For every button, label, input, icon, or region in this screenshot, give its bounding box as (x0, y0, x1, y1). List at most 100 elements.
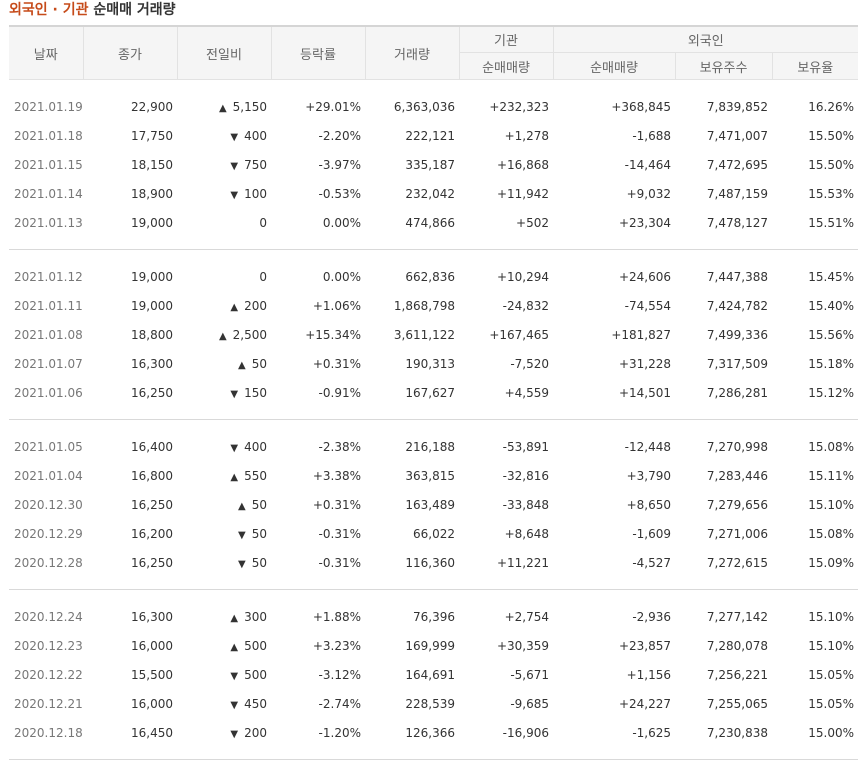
change-value: 0 (259, 215, 267, 230)
cell-foreign-ratio: 15.05% (808, 696, 855, 711)
arrow-up-icon: ▲ (238, 359, 246, 371)
table-row: 2021.01.18 17,750 ▼ 400 -2.20% 222,121 +1,278 -… (9, 121, 858, 150)
group-divider (9, 419, 859, 420)
arrow-down-icon: ▼ (230, 189, 239, 201)
table-row: 2021.01.11 19,000 ▲ 200 +1.06% 1,868,798 -24,8… (9, 291, 858, 320)
cell-foreign-net: +1,156 (626, 667, 671, 682)
change-value: 50 (251, 555, 267, 570)
cell-foreign-holdings: 7,472,695 (706, 157, 768, 172)
cell-foreign-ratio: 15.10% (808, 609, 855, 624)
cell-volume: 363,815 (405, 468, 455, 483)
change-value: 300 (244, 609, 267, 624)
cell-foreign-ratio: 16.26% (808, 99, 855, 114)
cell-institution-net: -32,816 (502, 468, 549, 483)
cell-foreign-ratio: 15.05% (808, 667, 855, 682)
cell-close: 16,000 (131, 696, 173, 711)
cell-change: ▲ 550 (177, 461, 271, 490)
cell-foreign-holdings: 7,317,509 (706, 356, 768, 371)
divider-cell (9, 419, 859, 420)
arrow-up-icon: ▲ (218, 102, 227, 114)
group-pad (9, 577, 858, 589)
cell-change: 0 (177, 262, 271, 291)
cell-institution-net: +1,278 (504, 128, 549, 143)
group-divider (9, 589, 859, 590)
cell-volume: 222,121 (405, 128, 455, 143)
cell-foreign-holdings: 7,270,998 (706, 439, 768, 454)
change-value: 0 (259, 269, 267, 284)
change-value: 50 (251, 526, 267, 541)
cell-close: 16,200 (131, 526, 173, 541)
header-institution-group: 기관 (459, 27, 554, 53)
table-row: 2020.12.28 16,250 ▼ 50 -0.31% 116,360 +11,221 -… (9, 548, 858, 577)
cell-volume: 662,836 (405, 269, 455, 284)
change-value: 400 (244, 128, 267, 143)
cell-rate: 0.00% (322, 215, 361, 230)
table-body: 2021.01.19 22,900 ▲ 5,150 +29.01% 6,363,036 +2… (9, 80, 859, 760)
cell-date: 2021.01.15 (14, 157, 83, 172)
cell-institution-net: +232,323 (489, 99, 549, 114)
cell-rate: -3.12% (318, 667, 361, 682)
group-pad (9, 237, 858, 249)
cell-volume: 167,627 (405, 385, 455, 400)
change-value: 500 (244, 667, 267, 682)
header-volume: 거래량 (365, 27, 460, 80)
table-row: 2020.12.18 16,450 ▼ 200 -1.20% 126,366 -16,906… (9, 718, 858, 747)
cell-date: 2020.12.29 (14, 526, 83, 541)
arrow-up-icon: ▲ (230, 301, 239, 313)
cell-institution-net: +10,294 (496, 269, 549, 284)
pad-cell (9, 407, 858, 419)
pad-cell (9, 237, 858, 249)
cell-volume: 1,868,798 (393, 298, 455, 313)
cell-foreign-ratio: 15.10% (808, 638, 855, 653)
cell-institution-net: -33,848 (502, 497, 549, 512)
cell-foreign-net: +31,228 (618, 356, 671, 371)
table-row: 2021.01.12 19,000 0 0.00% 662,836 +10,294 +24,… (9, 262, 858, 291)
change-value: 450 (244, 696, 267, 711)
cell-close: 16,300 (131, 356, 173, 371)
trade-table: 날짜 종가 전일비 등락률 거래량 기관 외국인 순매매량 순매매량 보유주수 … (9, 27, 859, 760)
cell-institution-net: +30,359 (496, 638, 549, 653)
header-institution-net: 순매매량 (459, 52, 554, 80)
cell-volume: 76,396 (413, 609, 455, 624)
cell-date: 2021.01.06 (14, 385, 83, 400)
cell-foreign-holdings: 7,839,852 (706, 99, 768, 114)
cell-change: ▼ 50 (177, 519, 271, 548)
cell-rate: +0.31% (312, 497, 361, 512)
cell-volume: 216,188 (405, 439, 455, 454)
cell-institution-net: +8,648 (504, 526, 549, 541)
cell-date: 2021.01.05 (14, 439, 83, 454)
cell-foreign-net: +23,857 (618, 638, 671, 653)
table-header: 날짜 종가 전일비 등락률 거래량 기관 외국인 순매매량 순매매량 보유주수 … (9, 27, 859, 80)
cell-foreign-net: +368,845 (611, 99, 671, 114)
arrow-down-icon: ▼ (230, 728, 239, 740)
cell-rate: +15.34% (305, 327, 361, 342)
table-row: 2021.01.06 16,250 ▼ 150 -0.91% 167,627 +4,559 +… (9, 378, 858, 407)
cell-rate: +1.88% (312, 609, 361, 624)
cell-foreign-holdings: 7,272,615 (706, 555, 768, 570)
cell-foreign-net: -4,527 (632, 555, 671, 570)
cell-rate: -3.97% (318, 157, 361, 172)
cell-rate: 0.00% (322, 269, 361, 284)
cell-institution-net: +11,221 (496, 555, 549, 570)
change-value: 200 (244, 298, 267, 313)
cell-close: 19,000 (131, 215, 173, 230)
cell-date: 2021.01.14 (14, 186, 83, 201)
cell-rate: -1.20% (318, 725, 361, 740)
cell-foreign-holdings: 7,256,221 (706, 667, 768, 682)
change-value: 200 (244, 725, 267, 740)
cell-close: 16,250 (131, 555, 173, 570)
cell-close: 19,000 (131, 298, 173, 313)
cell-institution-net: +11,942 (496, 186, 549, 201)
cell-institution-net: +167,465 (489, 327, 549, 342)
cell-volume: 6,363,036 (393, 99, 455, 114)
table-row: 2021.01.19 22,900 ▲ 5,150 +29.01% 6,363,036 +2… (9, 92, 858, 121)
cell-foreign-holdings: 7,478,127 (706, 215, 768, 230)
cell-close: 16,300 (131, 609, 173, 624)
cell-foreign-holdings: 7,279,656 (706, 497, 768, 512)
cell-institution-net: +502 (516, 215, 549, 230)
group-spacer (9, 80, 858, 93)
cell-foreign-holdings: 7,286,281 (706, 385, 768, 400)
cell-close: 16,450 (131, 725, 173, 740)
arrow-down-icon: ▼ (230, 699, 239, 711)
cell-rate: +0.31% (312, 356, 361, 371)
